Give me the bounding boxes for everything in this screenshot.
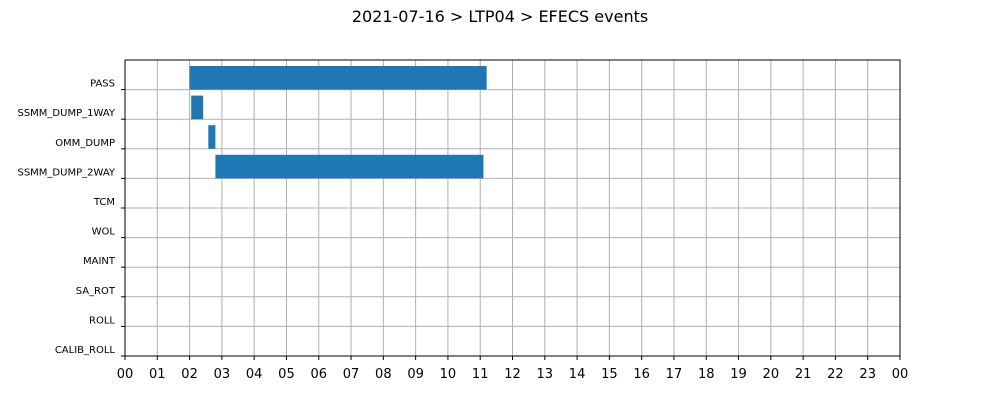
- x-tick-label: 03: [214, 367, 231, 382]
- event-bar-ssmm-dump-2way: [215, 154, 484, 179]
- y-tick-label: MAINT: [83, 256, 116, 267]
- x-tick-label: 13: [537, 367, 554, 382]
- y-tick-label: SA_ROT: [76, 286, 116, 297]
- x-tick-label: 23: [859, 367, 876, 382]
- x-tick-label: 06: [310, 367, 327, 382]
- x-tick-label: 19: [730, 367, 747, 382]
- x-tick-label: 09: [407, 367, 424, 382]
- x-tick-label: 22: [827, 367, 844, 382]
- chart-title: 2021-07-16 > LTP04 > EFECS events: [352, 7, 648, 26]
- x-tick-label: 16: [633, 367, 650, 382]
- x-tick-label: 01: [149, 367, 166, 382]
- event-bar-omm-dump: [208, 125, 216, 149]
- x-tick-label: 00: [892, 367, 909, 382]
- x-axis: 00 01 02 03 04 05 06 07 08 09 10 11 12 13 14 15 16 17 18 19…: [117, 356, 909, 382]
- x-tick-label: 08: [375, 367, 392, 382]
- grid-layer: [124, 60, 901, 356]
- event-bar-pass: [189, 66, 487, 90]
- y-tick-label: OMM_DUMP: [55, 138, 115, 149]
- x-tick-label: 07: [343, 367, 360, 382]
- event-bar-ssmm-dump-1way: [191, 95, 204, 120]
- x-tick-label: 15: [601, 367, 618, 382]
- y-tick-label: WOL: [92, 227, 116, 238]
- x-tick-label: 12: [504, 367, 521, 382]
- y-tick-label: ROLL: [89, 315, 115, 326]
- x-tick-label: 17: [666, 367, 683, 382]
- y-tick-label: TCM: [93, 197, 115, 208]
- x-tick-label: 10: [440, 367, 457, 382]
- y-axis: PASS SSMM_DUMP_1WAY OMM_DUMP SSMM_DUMP_2WAY…: [17, 79, 125, 357]
- y-tick-label: SSMM_DUMP_2WAY: [17, 167, 115, 178]
- x-tick-label: 02: [181, 367, 198, 382]
- bar-layer: [189, 66, 487, 179]
- x-tick-label: 05: [278, 367, 295, 382]
- x-tick-label: 04: [246, 367, 263, 382]
- y-tick-label: PASS: [90, 79, 115, 90]
- x-tick-label: 18: [698, 367, 715, 382]
- x-tick-label: 11: [472, 367, 489, 382]
- y-tick-label: CALIB_ROLL: [55, 345, 116, 356]
- x-tick-label: 14: [569, 367, 586, 382]
- y-tick-label: SSMM_DUMP_1WAY: [17, 108, 115, 119]
- x-tick-label: 20: [763, 367, 780, 382]
- x-tick-label: 21: [795, 367, 812, 382]
- x-tick-label: 00: [117, 367, 134, 382]
